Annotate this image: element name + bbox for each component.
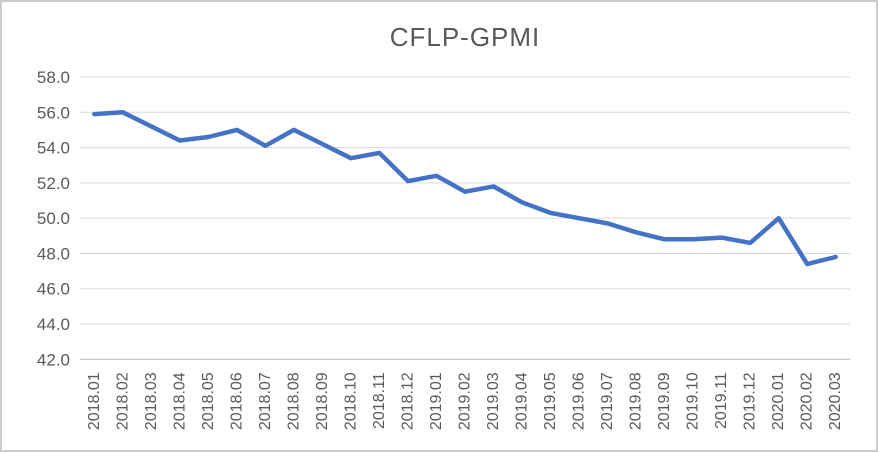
x-axis-tick-label: 2019.05 (542, 372, 559, 430)
x-axis-tick-label: 2018.07 (257, 372, 274, 430)
gridlines-layer (80, 76, 850, 325)
x-axis-tick-label: 2018.02 (114, 372, 131, 430)
x-axis-tick-label: 2018.03 (143, 372, 160, 430)
y-axis-tick-label: 44.0 (37, 315, 70, 334)
x-axis-tick-label: 2018.06 (228, 372, 245, 430)
y-axis-tick-label: 52.0 (37, 174, 70, 193)
x-axis-tick-label: 2019.09 (656, 372, 673, 430)
y-axis-tick-label: 58.0 (37, 68, 70, 87)
x-axis-tick-label: 2019.07 (599, 372, 616, 430)
x-axis-tick-label: 2018.11 (371, 372, 388, 429)
x-axis-tick-label: 2019.06 (571, 372, 588, 430)
x-axis-tick-label: 2019.02 (457, 372, 474, 430)
x-axis-tick-label: 2020.02 (799, 372, 816, 430)
x-axis-tick-label: 2019.01 (428, 372, 445, 430)
x-axis-tick-label: 2019.11 (713, 372, 730, 429)
x-axis-tick-label: 2018.09 (314, 372, 331, 430)
x-axis-tick-label: 2018.12 (399, 372, 416, 430)
x-axis-tick-label: 2019.10 (685, 372, 702, 430)
y-axis-tick-label: 50.0 (37, 209, 70, 228)
x-axis-tick-label: 2018.08 (285, 372, 302, 430)
x-axis-tick-label: 2019.03 (485, 372, 502, 430)
x-axis-tick-label: 2018.10 (342, 372, 359, 430)
x-axis-tick-label: 2020.01 (770, 372, 787, 430)
x-axis-tick-label: 2018.04 (171, 372, 188, 430)
y-axis-tick-label: 56.0 (37, 103, 70, 122)
y-axis-tick-label: 48.0 (37, 244, 70, 263)
data-series-layer (92, 110, 838, 267)
chart-title: CFLP-GPMI (390, 22, 541, 52)
y-axis-tick-label: 42.0 (37, 350, 70, 369)
tick-labels-layer: 42.0 44.0 46.0 48.0 50.0 52.0 54.0 56.0 58.0 2018… (37, 68, 844, 430)
x-axis-tick-label: 2020.03 (827, 372, 844, 430)
x-axis-tick-label: 2018.01 (86, 372, 103, 430)
x-axis-tick-label: 2019.12 (742, 372, 759, 430)
x-axis-tick-label: 2019.08 (628, 372, 645, 430)
x-axis-tick-label: 2018.05 (200, 372, 217, 430)
y-axis-tick-label: 46.0 (37, 280, 70, 299)
x-axis-tick-label: 2019.04 (514, 372, 531, 430)
y-axis-tick-label: 54.0 (37, 139, 70, 158)
pmi-trend-line (92, 110, 838, 267)
